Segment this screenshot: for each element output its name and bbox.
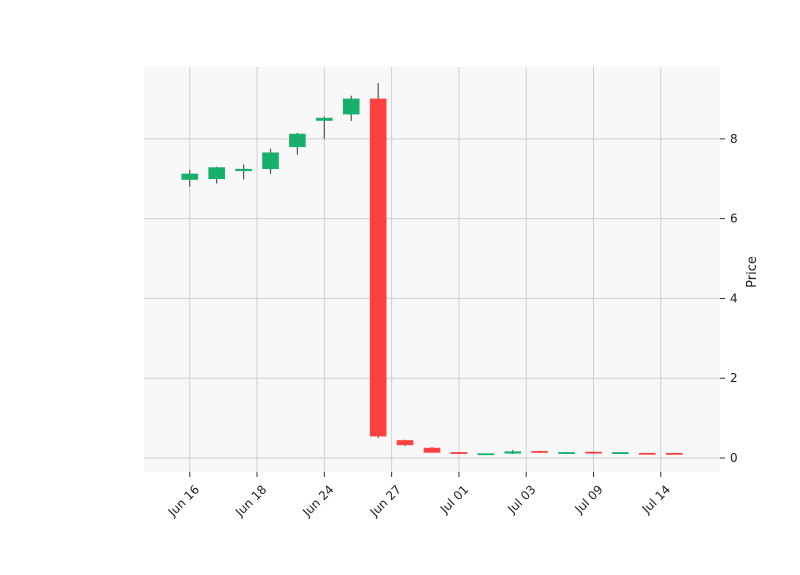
grid-lines <box>144 67 720 472</box>
x-tick-label: Jun 27 <box>367 482 404 519</box>
candle-body-down <box>639 452 656 455</box>
x-tick-label: Jul 01 <box>437 482 471 516</box>
candle-body-up <box>289 133 306 148</box>
candle-body-up <box>612 452 629 454</box>
x-tick-label: Jun 16 <box>165 482 202 519</box>
candle-body-up <box>235 168 252 172</box>
x-tick-label: Jun 24 <box>299 482 336 519</box>
y-tick-label: 6 <box>730 212 738 226</box>
candle-body-up <box>342 98 360 115</box>
candle-body-up <box>558 452 575 454</box>
y-axis-title: Price <box>745 256 760 288</box>
x-tick-label: Jul 14 <box>639 482 673 516</box>
candle-body-up <box>316 117 333 121</box>
x-tick-label: Jul 03 <box>504 482 538 516</box>
candle-body-down <box>450 452 468 454</box>
plot-background <box>144 67 720 472</box>
candle-body-down <box>369 98 387 437</box>
y-tick-label: 2 <box>730 371 738 385</box>
candle-body-up <box>477 453 495 456</box>
candles <box>181 82 683 456</box>
candle-body-down <box>531 450 548 453</box>
candle-body-down <box>665 452 683 455</box>
x-tick-label: Jul 09 <box>571 482 605 516</box>
candle-body-down <box>396 440 414 446</box>
candle-body-up <box>208 167 225 180</box>
x-tick-label: Jun 18 <box>232 482 269 519</box>
candle-body-up <box>181 173 199 180</box>
y-tick-label: 0 <box>730 451 738 465</box>
candle-body-up <box>262 152 279 170</box>
candle-body-up <box>504 451 522 454</box>
candle-body-down <box>423 447 441 453</box>
candle-body-down <box>585 451 602 454</box>
y-tick-label: 8 <box>730 132 738 146</box>
y-tick-label: 4 <box>730 291 738 305</box>
